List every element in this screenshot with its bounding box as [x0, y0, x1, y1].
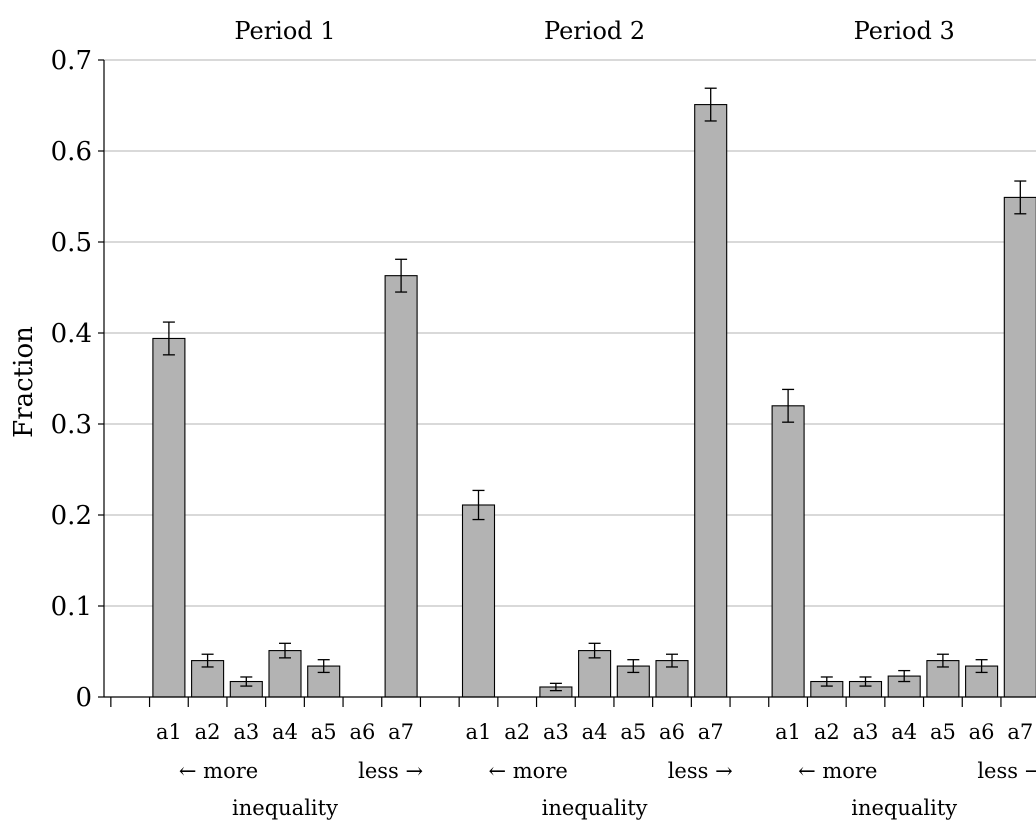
x-tick-label: a5: [311, 720, 337, 744]
annotation-inequality: inequality: [542, 796, 648, 820]
annotation-less: less →: [977, 759, 1036, 783]
y-tick-label: 0.6: [51, 137, 92, 167]
axes: [98, 59, 1036, 707]
bar: [771, 405, 805, 698]
y-tick-label: 0.7: [51, 46, 92, 76]
x-tick-label: a3: [543, 720, 569, 744]
annotation-less: less →: [358, 759, 423, 783]
x-tick-label: a2: [195, 720, 221, 744]
x-tick-label: a2: [814, 720, 840, 744]
x-tick-label: a1: [775, 720, 801, 744]
x-tick-label: a3: [233, 720, 259, 744]
grid-lines: [104, 59, 1036, 607]
y-axis-label: Fraction: [9, 326, 39, 438]
x-tick-label: a3: [853, 720, 879, 744]
y-tick-label: 0.4: [51, 319, 92, 349]
x-tick-label: a1: [156, 720, 182, 744]
x-tick-label: a5: [620, 720, 646, 744]
period-title: Period 2: [544, 17, 645, 45]
annotation-inequality: inequality: [851, 796, 957, 820]
x-tick-label: a7: [388, 720, 414, 744]
bar: [461, 504, 496, 698]
labels: 0 0.1 0.2 0.3 0.4 0.5 0.6 0.7 a1 a2 a3 a4 a5 a6 a7 Peri…: [51, 17, 1036, 820]
period-title: Period 3: [854, 17, 955, 45]
x-tick-label: a4: [582, 720, 608, 744]
bar: [694, 104, 728, 698]
x-tick-label: a6: [969, 720, 995, 744]
x-tick-label: a6: [349, 720, 375, 744]
x-tick-label: a4: [891, 720, 917, 744]
y-tick-label: 0: [75, 683, 92, 713]
x-tick-label: a7: [698, 720, 724, 744]
y-tick-label: 0.5: [51, 228, 92, 258]
period-title: Period 1: [234, 17, 335, 45]
annotation-more: ← more: [179, 759, 258, 783]
bars: [152, 87, 1036, 698]
annotation-inequality: inequality: [232, 796, 338, 820]
y-tick-label: 0.1: [51, 592, 92, 622]
y-tick-label: 0.2: [51, 501, 92, 531]
y-tick-label: 0.3: [51, 410, 92, 440]
x-tick-label: a1: [466, 720, 492, 744]
annotation-less: less →: [668, 759, 733, 783]
x-tick-label: a2: [504, 720, 530, 744]
annotation-more: ← more: [798, 759, 877, 783]
bar: [152, 337, 186, 698]
bar: [384, 275, 418, 698]
x-tick-label: a4: [272, 720, 298, 744]
bar: [1003, 196, 1036, 698]
annotation-more: ← more: [489, 759, 568, 783]
x-tick-label: a6: [659, 720, 685, 744]
x-tick-label: a5: [930, 720, 956, 744]
x-tick-label: a7: [1007, 720, 1033, 744]
